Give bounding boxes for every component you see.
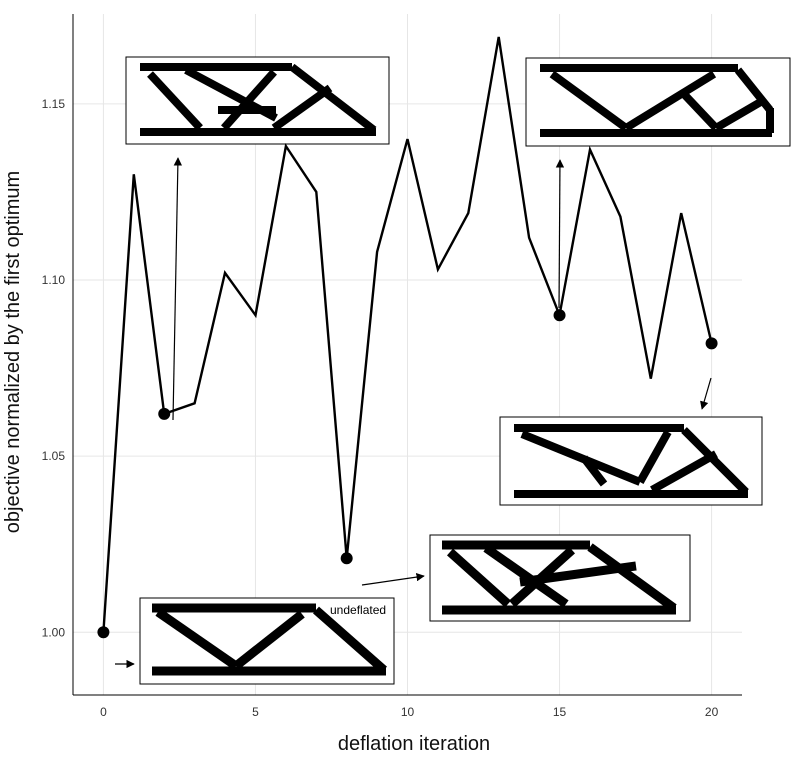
x-tick-label: 10 — [401, 705, 415, 719]
x-tick-label: 15 — [553, 705, 567, 719]
x-tick-label: 5 — [252, 705, 259, 719]
y-tick-label: 1.10 — [42, 273, 66, 287]
highlighted-point — [553, 309, 566, 322]
series-line — [102, 36, 713, 633]
arrow-to-inset-iteration-2 — [172, 157, 183, 421]
inset-topology-iteration-0 — [139, 597, 395, 685]
y-tick-label: 1.05 — [42, 449, 66, 463]
tick-labels: 0 5 10 15 20 1.00 1.05 1.10 1.15 — [42, 97, 719, 719]
highlighted-point — [705, 337, 718, 350]
series — [102, 36, 713, 633]
inset-topology-iteration-8 — [429, 534, 691, 622]
x-tick-label: 0 — [100, 705, 107, 719]
highlighted-point — [158, 407, 171, 420]
y-tick-label: 1.15 — [42, 97, 66, 111]
highlighted-point — [97, 626, 110, 639]
annotation-undeflated: undeflated — [330, 603, 386, 617]
highlighted-points — [97, 309, 718, 639]
arrow-to-inset-iteration-8 — [361, 572, 425, 586]
x-axis-title: deflation iteration — [338, 733, 490, 755]
arrow-to-inset-iteration-20 — [700, 377, 712, 410]
y-axis-title: objective normalized by the first optimu… — [2, 171, 24, 533]
y-tick-label: 1.00 — [42, 625, 66, 639]
inset-topology-iteration-2 — [125, 56, 390, 145]
highlighted-point — [340, 552, 353, 565]
inset-topology-iteration-20 — [499, 416, 763, 506]
arrow-to-inset-iteration-15 — [555, 159, 565, 309]
x-tick-label: 20 — [705, 705, 719, 719]
inset-topology-iteration-15 — [525, 57, 791, 147]
